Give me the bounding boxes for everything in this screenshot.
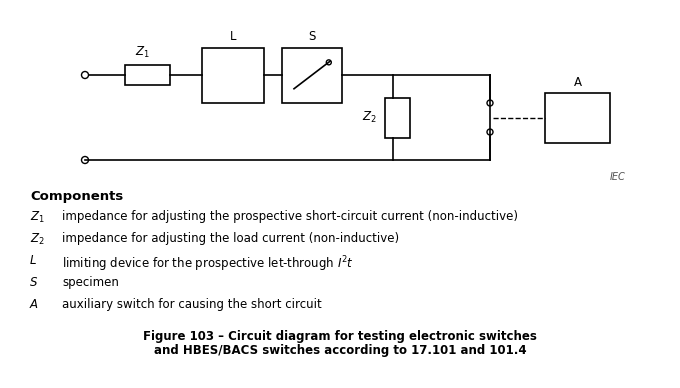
Text: $Z_2$: $Z_2$ [362,110,377,125]
Text: impedance for adjusting the load current (non-inductive): impedance for adjusting the load current… [62,232,399,245]
Text: specimen: specimen [62,276,119,289]
Text: Figure 103 – Circuit diagram for testing electronic switches: Figure 103 – Circuit diagram for testing… [143,330,537,343]
Text: and HBES/BACS switches according to 17.101 and 101.4: and HBES/BACS switches according to 17.1… [154,344,526,357]
Text: $Z_1$: $Z_1$ [135,45,150,60]
Text: impedance for adjusting the prospective short-circuit current (non-inductive): impedance for adjusting the prospective … [62,210,518,223]
Text: Components: Components [30,190,123,203]
Text: IEC: IEC [609,172,625,182]
Bar [125,65,170,85]
Text: S: S [30,276,37,289]
Bar [282,47,342,102]
Text: L: L [230,31,236,43]
Bar [545,92,610,142]
Bar [385,97,410,137]
Text: $Z_1$: $Z_1$ [30,210,45,225]
Text: S: S [308,31,316,43]
Text: limiting device for the prospective let-through $I^2t$: limiting device for the prospective let-… [62,254,354,274]
Text: L: L [30,254,37,267]
Text: A: A [573,76,581,88]
Bar [202,47,264,102]
Text: A: A [30,298,38,311]
Text: auxiliary switch for causing the short circuit: auxiliary switch for causing the short c… [62,298,322,311]
Text: $Z_2$: $Z_2$ [30,232,45,247]
